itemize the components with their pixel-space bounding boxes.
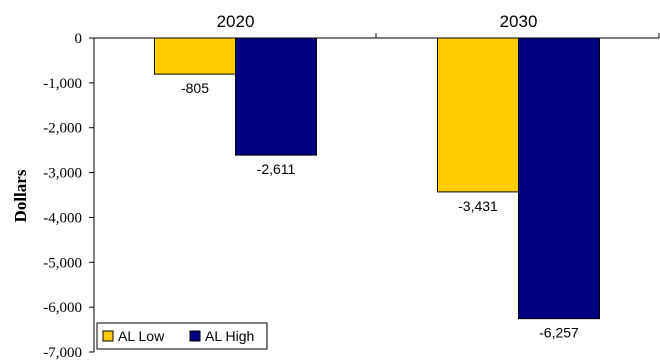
- y-tick-label: -5,000: [43, 255, 82, 271]
- bar: [438, 38, 519, 192]
- y-tick-label: 0: [75, 31, 83, 47]
- y-tick-label: -1,000: [43, 76, 82, 92]
- bar: [519, 38, 600, 319]
- legend-label: AL Low: [118, 328, 165, 344]
- bar: [236, 38, 317, 155]
- legend: AL Low AL High: [97, 323, 267, 349]
- y-tick-label: -7,000: [43, 345, 82, 361]
- y-axis-title: Dollars: [11, 169, 30, 222]
- legend-swatch: [103, 331, 113, 341]
- data-label: -6,257: [539, 325, 579, 341]
- legend-swatch: [190, 331, 200, 341]
- data-label: -2,611: [257, 161, 296, 177]
- y-tick-label: -2,000: [43, 121, 82, 137]
- y-tick-label: -4,000: [43, 210, 82, 226]
- data-label: -3,431: [458, 198, 498, 214]
- category-label: 2020: [217, 12, 255, 31]
- y-tick-label: -6,000: [43, 300, 82, 316]
- bars: [155, 38, 600, 319]
- data-label: -805: [181, 80, 209, 96]
- legend-label: AL High: [205, 328, 254, 344]
- y-tick-label: -3,000: [43, 166, 82, 182]
- category-label: 2030: [500, 12, 538, 31]
- bar: [155, 38, 236, 74]
